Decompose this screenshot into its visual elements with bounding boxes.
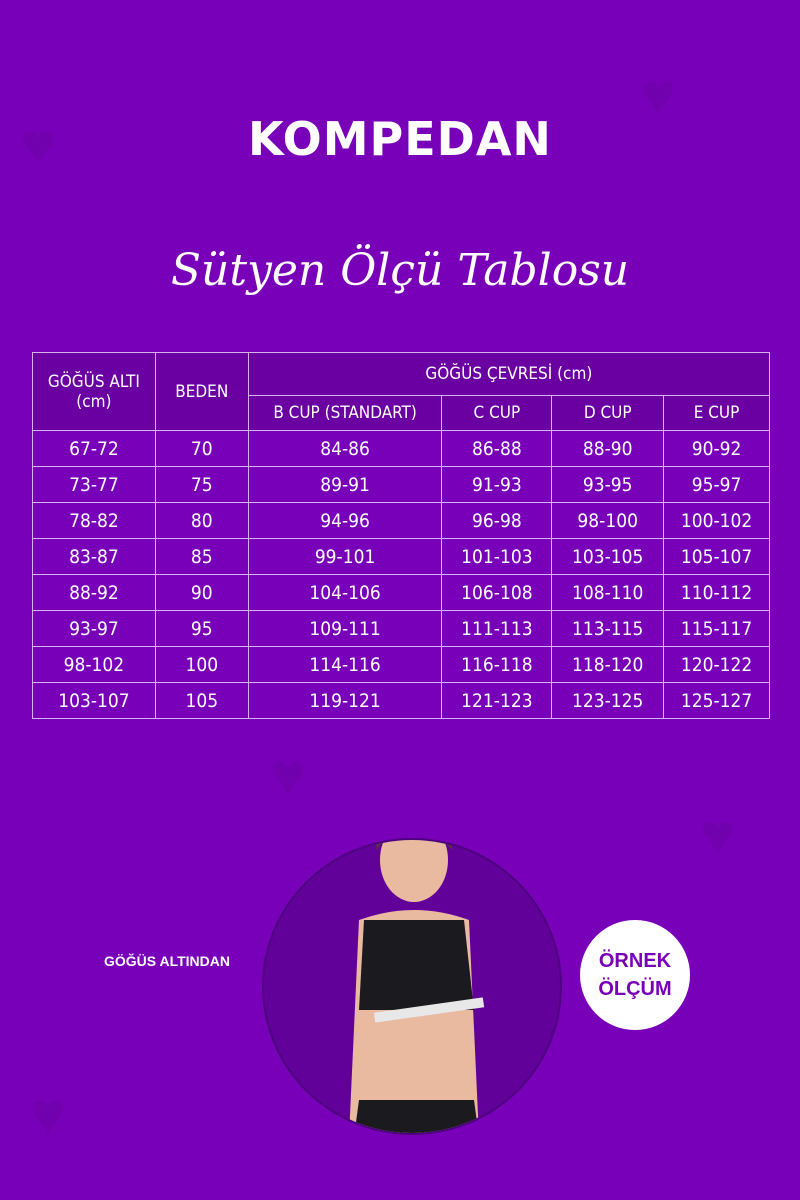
table-cell: 94-96 [247, 502, 443, 539]
header-cup: D CUP [551, 395, 665, 431]
table-cell: 85 [154, 538, 249, 575]
table-cell: 83-87 [32, 538, 156, 575]
table-cell: 103-107 [32, 682, 156, 719]
table-row: 67-72 70 84-86 86-88 88-90 90-92 [32, 430, 770, 467]
heart-decoration: ♥ [700, 801, 736, 868]
table-cell: 98-102 [32, 646, 156, 683]
table-cell: 73-77 [32, 466, 156, 503]
table-cell: 118-120 [551, 646, 665, 683]
size-table: GÖĞÜS ALTI (cm) BEDEN GÖĞÜS ÇEVRESİ (cm) … [32, 352, 771, 719]
table-cell: 93-97 [32, 610, 156, 647]
table-cell: 119-121 [247, 682, 443, 719]
table-cell: 120-122 [663, 646, 770, 683]
table-cell: 100-102 [663, 502, 770, 539]
table-cell: 100 [154, 646, 249, 683]
table-cell: 96-98 [441, 502, 553, 539]
table-row: 103-107 105 119-121 121-123 123-125 125-127 [32, 682, 770, 719]
table-cell: 104-106 [247, 574, 443, 611]
header-underbust: GÖĞÜS ALTI (cm) [32, 352, 156, 431]
table-cell: 105-107 [663, 538, 770, 575]
heart-decoration: ♥ [20, 111, 56, 178]
table-cell: 95-97 [663, 466, 770, 503]
table-row: 83-87 85 99-101 101-103 103-105 105-107 [32, 538, 770, 575]
heart-decoration: ♥ [270, 741, 306, 808]
table-cell: 86-88 [441, 430, 553, 467]
table-cell: 125-127 [663, 682, 770, 719]
table-cell: 91-93 [441, 466, 553, 503]
table-cell: 121-123 [441, 682, 553, 719]
table-cell: 99-101 [247, 538, 443, 575]
header-size: BEDEN [154, 352, 249, 431]
table-cell: 67-72 [32, 430, 156, 467]
header-cup: C CUP [441, 395, 553, 431]
header-bust: GÖĞÜS ÇEVRESİ (cm) [247, 352, 771, 396]
table-cell: 103-105 [551, 538, 665, 575]
table-cell: 78-82 [32, 502, 156, 539]
table-cell: 98-100 [551, 502, 665, 539]
table-cell: 113-115 [551, 610, 665, 647]
table-cell: 90-92 [663, 430, 770, 467]
table-cell: 84-86 [247, 430, 443, 467]
page-title: Sütyen Ölçü Tablosu [170, 245, 630, 296]
table-cell: 111-113 [441, 610, 553, 647]
model-photo [262, 838, 562, 1135]
table-cell: 88-90 [551, 430, 665, 467]
table-cell: 123-125 [551, 682, 665, 719]
sample-badge: ÖRNEK ÖLÇÜM [580, 920, 690, 1030]
header-cup: E CUP [663, 395, 770, 431]
table-cell: 109-111 [247, 610, 443, 647]
badge-text: ÖRNEK [598, 950, 672, 972]
table-cell: 101-103 [441, 538, 553, 575]
table-cell: 88-92 [32, 574, 156, 611]
brand-logo: KOMPEDAN [248, 112, 552, 166]
table-cell: 110-112 [663, 574, 770, 611]
table-cell: 93-95 [551, 466, 665, 503]
table-cell: 95 [154, 610, 249, 647]
table-cell: 116-118 [441, 646, 553, 683]
table-row: 73-77 75 89-91 91-93 93-95 95-97 [32, 466, 770, 503]
table-cell: 75 [154, 466, 249, 503]
table-cell: 106-108 [441, 574, 553, 611]
header-cup: B CUP (STANDART) [247, 395, 443, 431]
heart-decoration: ♥ [30, 1081, 66, 1148]
table-cell: 114-116 [247, 646, 443, 683]
heart-decoration: ♥ [640, 61, 676, 128]
table-cell: 105 [154, 682, 249, 719]
measurement-label: GÖĞÜS ALTINDAN [104, 953, 230, 969]
table-row: 78-82 80 94-96 96-98 98-100 100-102 [32, 502, 770, 539]
table-cell: 89-91 [247, 466, 443, 503]
table-cell: 70 [154, 430, 249, 467]
table-row: 98-102 100 114-116 116-118 118-120 120-122 [32, 646, 770, 683]
badge-text: ÖLÇÜM [598, 978, 672, 1000]
table-cell: 115-117 [663, 610, 770, 647]
table-cell: 108-110 [551, 574, 665, 611]
table-row: 93-97 95 109-111 111-113 113-115 115-117 [32, 610, 770, 647]
table-cell: 80 [154, 502, 249, 539]
table-cell: 90 [154, 574, 249, 611]
table-row: 88-92 90 104-106 106-108 108-110 110-112 [32, 574, 770, 611]
